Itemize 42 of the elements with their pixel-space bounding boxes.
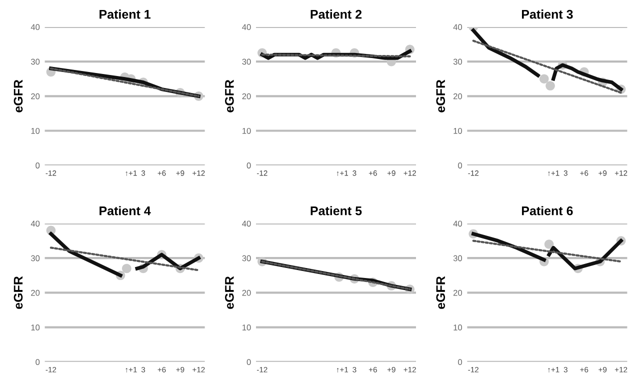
y-tick-label: 20 xyxy=(242,290,251,296)
y-axis-title: eGFR xyxy=(436,80,446,112)
y-tick-label: 10 xyxy=(242,128,251,134)
chart-title: Patient 4 xyxy=(100,206,151,216)
y-tick-label: 10 xyxy=(242,324,251,330)
y-tick-label: 40 xyxy=(30,220,40,227)
y-tick-label: 20 xyxy=(242,93,251,100)
y-tick-label: 10 xyxy=(454,324,462,330)
y-tick-label: 40 xyxy=(453,24,462,30)
y-tick-label: 0 xyxy=(458,162,462,168)
y-tick-label: 40 xyxy=(30,24,40,30)
y-tick-label: 0 xyxy=(36,162,40,168)
y-tick-label: 20 xyxy=(31,93,40,100)
y-tick-label: 20 xyxy=(453,93,462,100)
chart-title: Patient 3 xyxy=(522,10,573,19)
y-tick-label: 0 xyxy=(36,359,40,365)
y-axis-title: eGFR xyxy=(14,276,23,309)
y-tick-label: 0 xyxy=(246,162,251,168)
chart-title: Patient 6 xyxy=(522,206,573,216)
y-tick-label: 30 xyxy=(30,255,40,262)
y-axis-title: eGFR xyxy=(224,276,234,309)
chart-title: Patient 5 xyxy=(310,206,362,216)
y-tick-label: 10 xyxy=(31,128,40,134)
y-tick-label: 30 xyxy=(30,58,40,65)
y-axis-title: eGFR xyxy=(14,80,23,112)
chart-title: Patient 1 xyxy=(100,10,151,19)
y-tick-label: 10 xyxy=(31,324,40,330)
y-tick-label: 30 xyxy=(453,58,462,65)
y-tick-label: 30 xyxy=(242,58,251,65)
y-tick-label: 40 xyxy=(242,220,251,227)
y-tick-label: 40 xyxy=(242,24,251,30)
y-tick-label: 0 xyxy=(246,359,251,365)
y-tick-label: 20 xyxy=(31,290,40,296)
y-tick-label: 10 xyxy=(454,128,462,134)
y-tick-label: 0 xyxy=(458,359,462,365)
y-axis-title: eGFR xyxy=(436,276,446,309)
y-tick-label: 40 xyxy=(453,220,462,227)
chart-title: Patient 2 xyxy=(310,10,362,19)
y-axis-title: eGFR xyxy=(224,80,234,112)
y-tick-label: 30 xyxy=(453,255,462,262)
y-tick-label: 20 xyxy=(453,290,462,296)
y-tick-label: 30 xyxy=(242,255,251,262)
